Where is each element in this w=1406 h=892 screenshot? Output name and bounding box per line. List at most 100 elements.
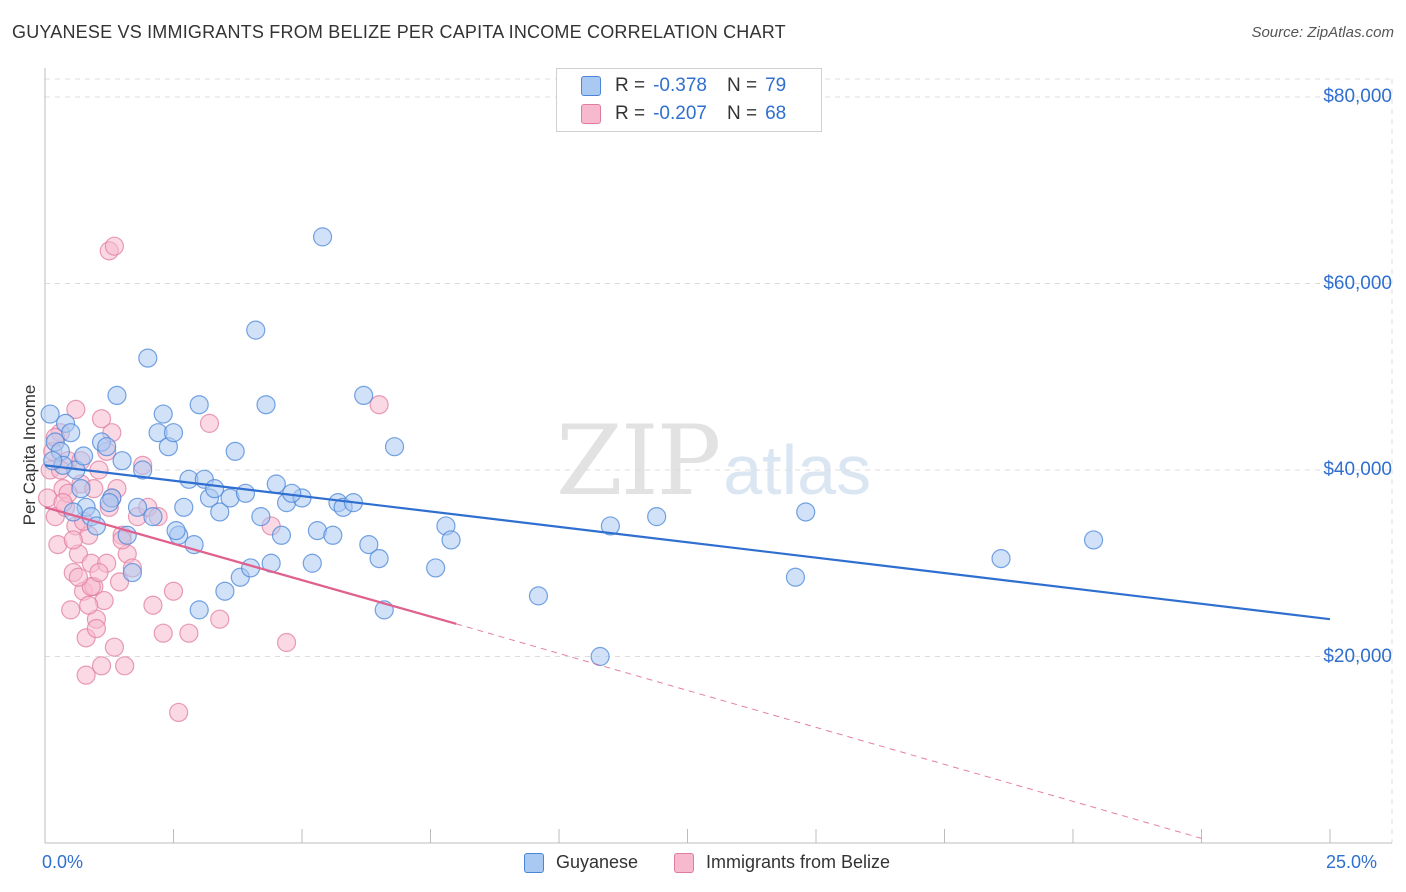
belize-swatch bbox=[581, 104, 601, 124]
belize-point bbox=[369, 395, 389, 415]
guyanese-point bbox=[97, 437, 117, 457]
guyanese-point bbox=[73, 446, 94, 466]
guyanese-point bbox=[205, 479, 225, 499]
guyanese-point bbox=[71, 479, 91, 499]
guyanese-point bbox=[302, 553, 322, 573]
belize-point bbox=[89, 562, 109, 583]
belize-point bbox=[109, 572, 130, 592]
chart-title: GUYANESE VS IMMIGRANTS FROM BELIZE PER C… bbox=[12, 22, 786, 42]
guyanese-point bbox=[266, 474, 286, 494]
guyanese-point bbox=[256, 395, 276, 415]
guyanese-point bbox=[796, 502, 816, 522]
belize-point bbox=[143, 595, 163, 615]
guyanese-point bbox=[251, 507, 271, 527]
n-label: N = bbox=[726, 75, 758, 96]
guyanese-point bbox=[225, 441, 245, 461]
correlation-legend: R = -0.378 N = 79 R = -0.207 N = 68 bbox=[556, 68, 822, 132]
source-credit: Source: ZipAtlas.com bbox=[1251, 24, 1394, 41]
grid-layer bbox=[45, 78, 1393, 843]
belize-trend-extension bbox=[456, 623, 1202, 839]
guyanese-point bbox=[163, 423, 184, 443]
guyanese-point bbox=[369, 548, 389, 569]
belize-point bbox=[276, 632, 297, 653]
guyanese-point bbox=[40, 404, 60, 424]
belize-point bbox=[104, 236, 124, 256]
belize-point bbox=[104, 637, 124, 657]
belize-point bbox=[153, 623, 173, 643]
r-label: R = bbox=[615, 103, 646, 124]
belize-point bbox=[61, 600, 81, 620]
r-value: -0.207 bbox=[653, 103, 707, 124]
guyanese-point bbox=[138, 348, 158, 368]
guyanese-points bbox=[40, 227, 1104, 667]
belize-point bbox=[163, 581, 184, 601]
guyanese-point bbox=[785, 567, 806, 587]
r-label: R = bbox=[615, 75, 646, 96]
guyanese-trend-line bbox=[44, 464, 1331, 621]
guyanese-point bbox=[99, 493, 119, 513]
guyanese-legend-label: Guyanese bbox=[556, 852, 639, 872]
guyanese-point bbox=[122, 562, 142, 583]
guyanese-point bbox=[235, 483, 256, 503]
guyanese-point bbox=[107, 385, 127, 405]
x-tick-label-max: 25.0% bbox=[1326, 852, 1378, 872]
guyanese-point bbox=[153, 404, 173, 424]
belize-point bbox=[79, 595, 99, 615]
belize-point bbox=[115, 656, 135, 676]
guyanese-point bbox=[61, 423, 81, 443]
guyanese-point bbox=[991, 548, 1011, 569]
trend-lines bbox=[44, 464, 1331, 839]
guyanese-point bbox=[189, 600, 209, 620]
guyanese-point bbox=[312, 227, 333, 247]
bottom-legend-belize: Immigrants from Belize bbox=[674, 852, 890, 873]
guyanese-point bbox=[127, 497, 148, 517]
guyanese-point bbox=[210, 502, 230, 522]
axis-layer bbox=[44, 68, 1392, 844]
guyanese-point bbox=[166, 521, 186, 541]
belize-point bbox=[86, 618, 107, 639]
n-label: N = bbox=[726, 103, 758, 124]
belize-point bbox=[68, 567, 89, 587]
guyanese-point bbox=[63, 502, 83, 522]
guyanese-point bbox=[1083, 530, 1104, 550]
n-value: 79 bbox=[765, 75, 787, 96]
guyanese-legend-swatch bbox=[524, 852, 544, 873]
belize-point bbox=[199, 413, 220, 433]
belize-legend-label: Immigrants from Belize bbox=[706, 852, 891, 872]
guyanese-swatch bbox=[581, 76, 601, 96]
belize-trend-line bbox=[44, 506, 457, 625]
guyanese-point bbox=[215, 581, 235, 601]
guyanese-point bbox=[271, 525, 292, 545]
guyanese-point bbox=[174, 497, 194, 517]
guyanese-point bbox=[647, 507, 667, 527]
guyanese-point bbox=[384, 437, 405, 457]
belize-point bbox=[210, 609, 230, 629]
belize-point bbox=[169, 702, 189, 723]
belize-point bbox=[66, 399, 86, 419]
guyanese-point bbox=[600, 516, 621, 536]
belize-point bbox=[76, 665, 96, 685]
guyanese-point bbox=[112, 451, 132, 471]
guyanese-point bbox=[133, 460, 153, 480]
legend-row-guyanese: R = -0.378 N = 79 bbox=[581, 73, 786, 99]
guyanese-point bbox=[426, 558, 446, 578]
guyanese-point bbox=[189, 395, 209, 415]
guyanese-point bbox=[323, 525, 343, 545]
guyanese-point bbox=[441, 530, 461, 550]
belize-legend-swatch bbox=[674, 852, 694, 873]
guyanese-point bbox=[354, 385, 374, 405]
y-tick-label: $60,000 bbox=[1323, 272, 1392, 294]
n-value: 68 bbox=[765, 103, 787, 124]
guyanese-point bbox=[246, 320, 266, 340]
belize-point bbox=[91, 409, 112, 429]
y-tick-label: $40,000 bbox=[1323, 459, 1392, 480]
y-tick-label: $80,000 bbox=[1323, 86, 1392, 107]
bottom-legend-guyanese: Guyanese bbox=[524, 852, 638, 873]
belize-point bbox=[179, 623, 199, 643]
guyanese-point bbox=[590, 646, 610, 667]
y-tick-label: $20,000 bbox=[1323, 645, 1392, 667]
guyanese-point bbox=[359, 534, 379, 555]
belize-point bbox=[91, 656, 112, 676]
guyanese-point bbox=[143, 507, 163, 527]
